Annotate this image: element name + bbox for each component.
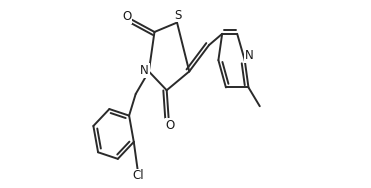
Text: O: O	[122, 10, 132, 24]
Text: N: N	[140, 64, 149, 77]
Text: N: N	[245, 49, 254, 62]
Text: S: S	[174, 8, 182, 22]
Text: O: O	[166, 118, 175, 132]
Text: Cl: Cl	[133, 169, 144, 182]
